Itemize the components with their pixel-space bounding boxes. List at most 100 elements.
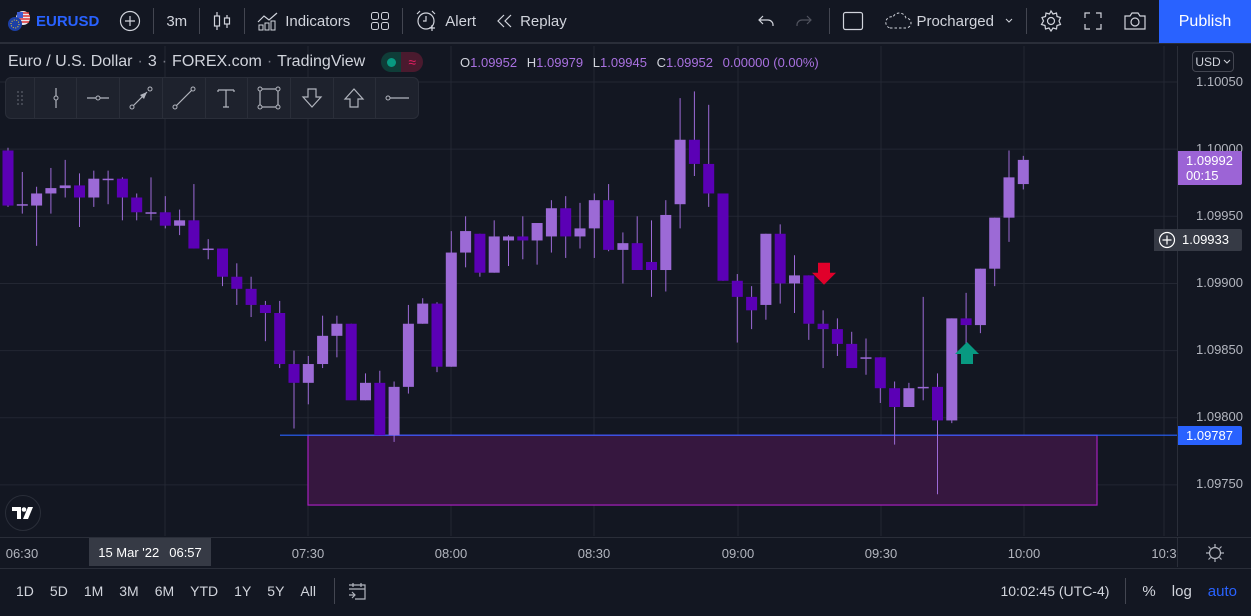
sun-icon	[1205, 543, 1224, 562]
separator	[244, 8, 246, 34]
close-key: C	[656, 55, 667, 70]
chart-pane[interactable]	[0, 46, 1177, 536]
log-scale-toggle[interactable]: log	[1171, 582, 1192, 600]
range-ytd-button[interactable]: YTD	[190, 582, 219, 599]
vertical-line-tool[interactable]	[33, 78, 77, 118]
add-plus-icon[interactable]	[1158, 231, 1176, 249]
rectangle-tool[interactable]	[247, 78, 290, 118]
candle-body	[1017, 159, 1029, 185]
time-tick: 09:00	[721, 546, 755, 561]
sell-signal-arrow-icon	[812, 262, 836, 285]
range-all-button[interactable]: All	[300, 582, 316, 599]
candle-body	[588, 200, 600, 229]
drag-handle[interactable]	[6, 78, 34, 118]
candle-body	[488, 236, 500, 273]
bottom-toolbar: 1D 5D 1M 3M 6M YTD 1Y 5Y All 10:02:45 (U…	[0, 568, 1251, 612]
candle-body	[145, 212, 157, 214]
arrow-up-tool[interactable]	[332, 78, 376, 118]
select-layout-button[interactable]	[832, 0, 874, 43]
demand-zone-rectangle[interactable]	[307, 434, 1098, 506]
buy-signal-arrow-icon	[955, 341, 979, 364]
alert-button[interactable]: Alert	[405, 0, 486, 43]
high-value: 1.09979	[536, 55, 584, 70]
drawing-toolbar	[5, 77, 419, 119]
candle-body	[231, 276, 243, 289]
candle-body	[860, 357, 872, 359]
candle-body	[960, 318, 972, 326]
candle-body	[917, 386, 929, 389]
candle-body	[2, 150, 14, 206]
price-scale[interactable]: 1.10050 1.10000 1.09950 1.09900 1.09850 …	[1177, 46, 1251, 536]
crosshair-date: 15 Mar '22	[98, 544, 160, 560]
crosshair-price-tag: 1.09933	[1154, 229, 1242, 251]
separator	[199, 8, 201, 34]
candle-body	[831, 329, 843, 344]
range-3m-button[interactable]: 3M	[119, 582, 139, 599]
candle-body	[474, 233, 486, 273]
time-tick: 10:3	[1151, 546, 1177, 561]
range-6m-button[interactable]: 6M	[154, 582, 175, 599]
indicators-icon	[257, 12, 278, 31]
candle-body	[731, 280, 743, 297]
settings-button[interactable]	[1029, 0, 1073, 43]
chevron-down-icon	[1223, 59, 1231, 64]
currency-button[interactable]: USD	[1192, 51, 1234, 72]
horizontal-ray-tool[interactable]	[375, 78, 418, 118]
arrow-tool[interactable]	[119, 78, 162, 118]
symbol-search[interactable]: EURUSD	[0, 0, 109, 43]
chart-type-button[interactable]	[202, 0, 242, 43]
auto-scale-toggle[interactable]: auto	[1207, 582, 1237, 600]
tradingview-logo[interactable]	[5, 495, 41, 531]
candle-body	[417, 303, 429, 324]
candle-body	[545, 208, 557, 237]
arrow-line-icon	[129, 86, 153, 110]
undo-button[interactable]	[747, 0, 785, 43]
candle-body	[946, 318, 958, 421]
rectangle-icon	[257, 86, 281, 110]
candle-body	[302, 364, 314, 383]
horizontal-ray-icon	[385, 95, 410, 101]
range-1y-button[interactable]: 1Y	[234, 582, 252, 599]
replay-button[interactable]: Replay	[486, 0, 577, 43]
time-axis[interactable]: 06:30 07:30 08:00 08:30 09:00 09:30 10:0…	[0, 537, 1177, 567]
compare-add-symbol-button[interactable]	[109, 0, 151, 43]
price-tick: 1.09900	[1196, 275, 1243, 290]
candlestick-chart[interactable]	[0, 46, 1177, 536]
range-1m-button[interactable]: 1M	[83, 582, 104, 599]
separator	[153, 8, 155, 34]
candle-body	[1003, 177, 1015, 218]
market-status-toggle[interactable]: ≈	[381, 52, 424, 72]
gear-icon	[1040, 9, 1062, 33]
text-tool[interactable]	[204, 78, 248, 118]
candle-body	[974, 268, 986, 326]
layout-name-button[interactable]: Procharged	[874, 0, 1024, 43]
arrow-down-icon	[301, 88, 323, 108]
trend-line-tool[interactable]	[161, 78, 205, 118]
horizontal-line-tool[interactable]	[76, 78, 119, 118]
candle-body	[402, 323, 414, 387]
range-5y-button[interactable]: 5Y	[267, 582, 285, 599]
percent-scale-toggle[interactable]: %	[1142, 582, 1156, 600]
candle-body	[560, 208, 572, 237]
high-key: H	[526, 55, 537, 70]
redo-button[interactable]	[785, 0, 823, 43]
change-value: 0.00000 (0.00%)	[722, 55, 819, 70]
snapshot-button[interactable]	[1113, 0, 1157, 43]
close-value: 1.09952	[666, 55, 714, 70]
candle-body	[245, 288, 257, 305]
range-5d-button[interactable]: 5D	[49, 582, 68, 599]
series-legend: Euro / U.S. Dollar · 3 · FOREX.com · Tra…	[8, 52, 424, 72]
chart-theme-button[interactable]	[1177, 537, 1251, 567]
indicators-button[interactable]: Indicators	[247, 0, 360, 43]
bar-countdown: 00:15	[1186, 168, 1219, 183]
range-1d-button[interactable]: 1D	[16, 582, 34, 599]
go-to-date-button[interactable]	[347, 581, 367, 601]
interval-button[interactable]: 3m	[166, 12, 188, 30]
arrow-down-tool[interactable]	[289, 78, 333, 118]
chevron-down-icon	[1005, 18, 1013, 23]
clock-timezone[interactable]: 10:02:45 (UTC-4)	[1000, 583, 1110, 599]
fullscreen-button[interactable]	[1073, 0, 1113, 43]
publish-button[interactable]: Publish	[1159, 0, 1251, 43]
time-tick: 08:00	[434, 546, 468, 561]
layouts-button[interactable]	[360, 0, 400, 43]
